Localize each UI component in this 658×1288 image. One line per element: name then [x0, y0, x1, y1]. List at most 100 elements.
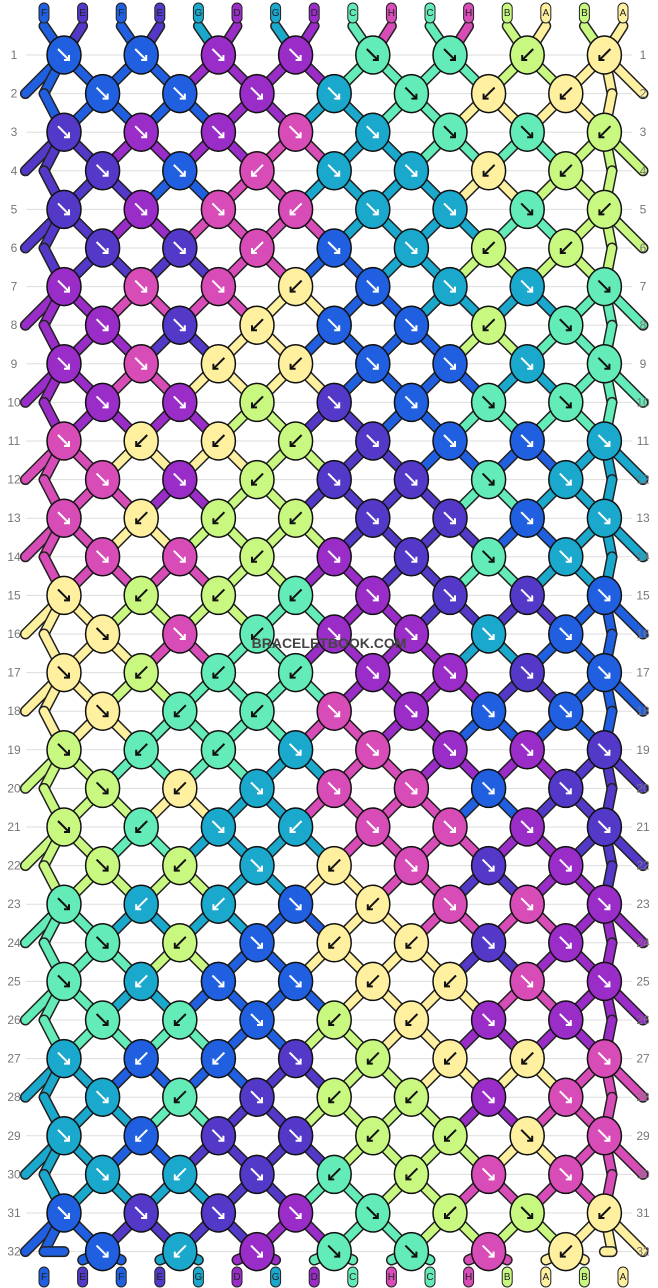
knot: [123, 730, 159, 770]
knot: [432, 1193, 468, 1233]
arrow-head: [488, 556, 495, 563]
string-label-top: B: [504, 8, 511, 19]
knot: [123, 807, 159, 847]
knot: [509, 807, 545, 847]
string-label-bottom-pill: [617, 1266, 629, 1288]
arrow-head: [527, 518, 534, 525]
arrow-head: [450, 904, 456, 911]
knot: [123, 961, 159, 1002]
arrow-head: [295, 1058, 302, 1065]
arrow-head: [405, 1097, 412, 1104]
arrow-head: [366, 904, 373, 911]
arrow-head: [251, 711, 257, 718]
arrow-down-right-icon: [57, 511, 70, 524]
knot: [470, 1077, 507, 1117]
arrow-down-right-icon: [173, 86, 186, 100]
knot: [470, 305, 507, 345]
knot: [200, 189, 237, 230]
arrow-head: [565, 634, 572, 640]
knot: [393, 923, 430, 963]
arrow-down-right-icon: [211, 125, 225, 138]
arrow-head: [212, 518, 219, 525]
string-label-bottom-pill: [115, 1266, 127, 1288]
knot: [84, 923, 121, 963]
arrow-head: [64, 286, 70, 293]
knot: [509, 189, 545, 230]
arrow-head: [334, 170, 341, 177]
arrow-down-left-icon: [521, 1051, 534, 1065]
knot: [432, 807, 468, 847]
arrow-down-right-icon: [288, 743, 302, 756]
string-label-bottom: F: [41, 1272, 47, 1283]
string-label-top: F: [118, 8, 124, 19]
string-label-top: G: [195, 8, 203, 19]
arrow-head: [334, 556, 341, 563]
arrow-down-left-icon: [174, 1167, 187, 1181]
knot: [393, 228, 430, 268]
knot: [355, 1116, 391, 1156]
knot: [239, 768, 275, 809]
knot: [277, 1116, 314, 1156]
row-number-left: 3: [11, 125, 18, 139]
row-number-left: 18: [7, 704, 21, 718]
knot: [355, 498, 391, 538]
knot: [548, 768, 584, 809]
arrow-head: [102, 634, 109, 640]
row-number-left: 11: [8, 434, 21, 448]
row-number-right: 8: [640, 318, 647, 332]
arrow-down-left-icon: [212, 1051, 226, 1065]
knot: [46, 1116, 82, 1156]
arrow-head: [64, 749, 70, 756]
arrow-head: [141, 1213, 148, 1219]
arrow-down-left-icon: [174, 936, 187, 949]
arrow-down-left-icon: [174, 1090, 187, 1103]
arrow-head: [64, 1213, 70, 1219]
arrow-down-right-icon: [366, 279, 379, 293]
arrow-head: [179, 479, 186, 486]
arrow-head: [527, 1213, 534, 1219]
arrow-down-right-icon: [327, 395, 340, 409]
knot: [200, 730, 237, 770]
arrow-down-right-icon: [481, 1013, 495, 1026]
arrow-down-right-icon: [366, 48, 379, 61]
arrow-head: [488, 1097, 495, 1104]
knot: [509, 421, 545, 461]
arrow-down-right-icon: [211, 48, 225, 61]
arrow-head: [295, 904, 302, 911]
arrow-head: [173, 865, 180, 872]
arrow-head: [64, 904, 70, 911]
knot: [162, 151, 198, 191]
string-label-bottom-pill: [424, 1266, 436, 1288]
arrow-head: [64, 672, 70, 679]
string-label-bottom-pill: [192, 1266, 204, 1288]
string-label-bottom: C: [349, 1272, 356, 1283]
knot: [162, 1000, 198, 1040]
arrow-head: [372, 286, 379, 293]
arrow-head: [328, 1020, 335, 1026]
knot: [239, 845, 275, 886]
string-label-top: E: [79, 8, 86, 19]
arrow-down-right-icon: [95, 704, 109, 717]
string-label-bottom: C: [426, 1272, 433, 1283]
string-label-bottom: F: [118, 1272, 124, 1283]
knot: [162, 537, 198, 577]
arrow-head: [598, 132, 605, 139]
arrow-down-right-icon: [597, 279, 611, 293]
knot: [548, 614, 584, 654]
arrow-down-left-icon: [367, 1051, 380, 1065]
arrow-head: [527, 441, 534, 447]
arrow-down-right-icon: [481, 858, 495, 872]
arrow-head: [450, 595, 456, 602]
row-number-left: 12: [7, 473, 21, 487]
knot: [393, 845, 430, 886]
arrow-head: [289, 595, 296, 602]
arrow-head: [64, 595, 70, 602]
row-number-left: 20: [7, 781, 21, 795]
string-label-top-pill: [540, 2, 552, 24]
arrow-head: [218, 286, 225, 293]
arrow-head: [450, 518, 456, 525]
row-number-right: 1: [640, 48, 647, 62]
arrow-down-right-icon: [366, 125, 379, 138]
knot: [239, 614, 275, 654]
arrow-down-right-icon: [57, 588, 70, 602]
